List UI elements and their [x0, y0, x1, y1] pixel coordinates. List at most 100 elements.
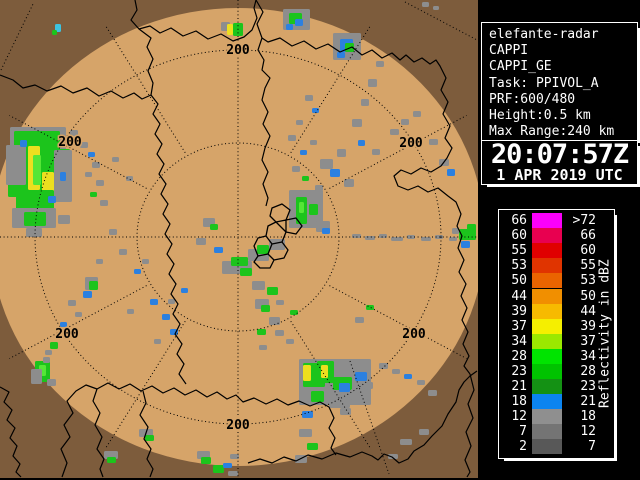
radar-echo: [257, 329, 266, 335]
radar-echo: [83, 291, 92, 298]
product-info-panel: elefante-radar CAPPI CAPPI_GE Task: PPIV…: [481, 22, 638, 141]
legend-color-swatch: [532, 333, 562, 349]
legend-right-value: 60: [580, 243, 596, 259]
radar-echo: [355, 317, 364, 323]
radar-echo: [311, 391, 324, 402]
radar-echo: [96, 180, 104, 186]
range-ring-label: 200: [55, 327, 79, 342]
legend-row: 7 12: [503, 424, 614, 440]
radar-echo: [142, 259, 149, 264]
radar-echo: [43, 357, 50, 363]
radar-echo: [196, 238, 206, 245]
radar-echo: [213, 465, 224, 473]
product-name: CAPPI_GE: [489, 59, 552, 75]
radar-echo: [320, 159, 333, 169]
date-display: 1 APR 2019 UTC: [496, 166, 623, 184]
radar-echo: [309, 204, 318, 215]
radar-echo: [96, 259, 103, 264]
radar-echo: [127, 309, 134, 314]
legend-color-swatch: [532, 439, 562, 455]
legend-right-value: 44: [580, 303, 596, 319]
radar-echo: [276, 300, 284, 305]
radar-echo: [300, 150, 307, 155]
legend-right-value: 18: [580, 409, 596, 425]
radar-echo: [227, 24, 233, 35]
clock-panel: 20:07:57Z 1 APR 2019 UTC: [481, 140, 638, 185]
radar-echo: [461, 241, 470, 248]
radar-map-canvas: 200 200 200 200 200 200: [0, 0, 478, 478]
azimuth-spoke: [329, 285, 467, 359]
radar-echo: [312, 108, 319, 113]
radar-echo: [223, 463, 232, 468]
range-ring-label: 200: [58, 135, 82, 150]
radar-echo: [401, 119, 409, 125]
radar-echo: [290, 310, 298, 315]
radar-echo: [295, 19, 303, 26]
legend-left-value: 23: [511, 363, 527, 379]
radar-echo: [257, 245, 269, 254]
radar-echo: [112, 157, 119, 162]
radar-echo: [302, 411, 313, 418]
radar-echo: [154, 339, 161, 344]
range-ring-label: 200: [226, 418, 250, 433]
radar-echo: [433, 6, 439, 10]
legend-row: 12 18: [503, 409, 614, 425]
radar-echo: [352, 119, 362, 127]
legend-color-swatch: [532, 213, 562, 229]
legend-left-value: 7: [519, 424, 527, 440]
radar-echo: [52, 30, 57, 35]
range-ring-200km: [34, 49, 442, 425]
radar-echo: [302, 176, 309, 181]
radar-echo: [288, 135, 296, 141]
radar-echo: [364, 382, 373, 389]
legend-right-value: 53: [580, 273, 596, 289]
legend-left-value: 60: [511, 228, 527, 244]
azimuth-spoke: [9, 115, 147, 189]
legend-row: 23 28: [503, 363, 614, 379]
radar-echo: [376, 61, 384, 67]
radar-echo: [355, 372, 367, 381]
legend-right-value: 7: [588, 439, 596, 455]
radar-echo: [228, 471, 238, 476]
radar-echo: [107, 457, 116, 463]
radar-echo: [368, 79, 377, 87]
legend-row: 34 37: [503, 333, 614, 349]
legend-right-value: 66: [580, 228, 596, 244]
legend-left-value: 28: [511, 348, 527, 364]
radar-echo: [26, 228, 42, 237]
radar-echo: [181, 288, 188, 293]
height-value: Height:0.5 km: [489, 108, 591, 124]
radar-echo: [428, 390, 437, 396]
radar-echo: [286, 24, 293, 30]
radar-echo: [109, 229, 117, 235]
radar-echo: [391, 237, 403, 241]
radar-echo: [361, 99, 369, 106]
radar-echo: [90, 192, 97, 197]
legend-left-value: 21: [511, 379, 527, 395]
legend-row: 28 34: [503, 348, 614, 364]
radar-echo: [330, 169, 340, 177]
radar-echo: [214, 247, 223, 253]
radar-echo: [269, 317, 280, 325]
legend-left-value: 34: [511, 333, 527, 349]
radar-echo: [210, 224, 218, 230]
legend-right-value: 12: [580, 424, 596, 440]
radar-echo: [310, 140, 317, 145]
legend-color-swatch: [532, 258, 562, 274]
radar-echo: [467, 224, 476, 240]
legend-row: 21 23: [503, 379, 614, 395]
radar-echo: [80, 142, 88, 148]
legend-left-value: 39: [511, 303, 527, 319]
prf-value: PRF:600/480: [489, 91, 576, 107]
legend-color-swatch: [532, 424, 562, 440]
radar-echo: [358, 140, 365, 146]
range-ring-labels: 200 200 200 200 200 200: [54, 42, 428, 435]
radar-echo: [429, 139, 438, 145]
legend-left-value: 66: [511, 213, 527, 229]
radar-echo: [24, 212, 46, 226]
radar-echo: [85, 172, 92, 177]
radar-echo: [390, 129, 399, 135]
radar-echo: [296, 120, 303, 125]
radar-echo: [419, 429, 429, 435]
